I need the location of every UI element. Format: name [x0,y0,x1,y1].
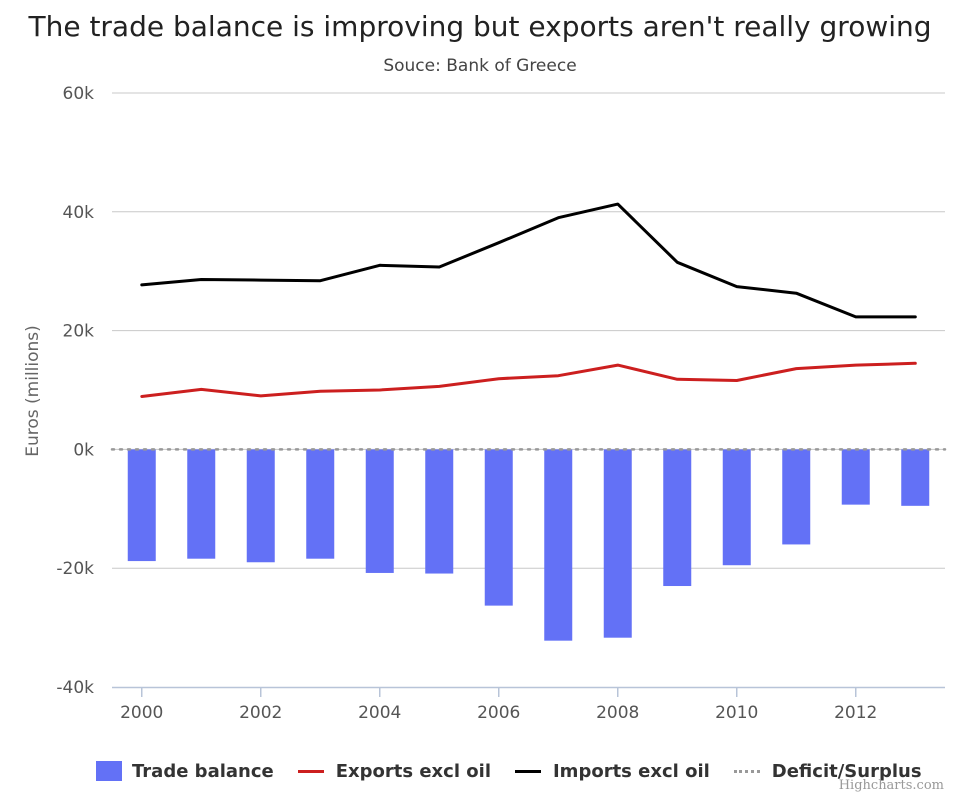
series-lines [110,202,947,451]
bar-trade-balance-2005 [425,449,454,574]
y-tick-label: 60k [63,84,95,104]
legend-item-exports[interactable]: Exports excl oil [297,760,491,782]
bar-trade-balance-2001 [187,449,216,559]
legend-label-trade-balance: Trade balance [132,760,274,782]
y-tick-label: 20k [63,322,95,342]
line-imports-excl-oil [140,202,917,319]
legend-label-deficit-surplus: Deficit/Surplus [771,760,922,782]
y-tick-label: 0k [73,440,94,460]
bar-trade-balance-2011 [782,449,811,545]
plot-area: -40k -20k 0k 20k 40k 60k 2000 2002 2004 2006 2008 2… [23,84,947,723]
bar-trade-balance-2009 [663,449,692,587]
legend-label-imports: Imports excl oil [552,760,710,782]
legend-item-trade-balance[interactable]: Trade balance [96,761,274,782]
x-tick-label: 2000 [120,703,163,723]
x-tick-label: 2006 [477,703,520,723]
bar-trade-balance-2002 [246,449,275,563]
y-axis-title: Euros (millions) [23,325,43,457]
y-tick-label: 40k [63,203,95,223]
legend-item-imports[interactable]: Imports excl oil [514,760,710,782]
legend-swatch-exports [297,769,324,773]
x-tick-label: 2010 [715,703,758,723]
legend-swatch-trade-balance [96,761,122,781]
gridlines [112,92,945,569]
chart-subtitle: Souce: Bank of Greece [383,56,577,76]
bar-trade-balance-2013 [901,449,930,506]
legend: Trade balance Exports excl oil Imports e… [96,758,946,784]
x-tick-label: 2012 [834,703,877,723]
x-tick-label: 2004 [358,703,401,723]
y-tick-label: -40k [56,678,94,698]
line-exports-excl-oil [140,361,917,398]
y-tick-label: -20k [56,559,94,579]
legend-swatch-deficit-surplus [733,769,760,773]
bar-trade-balance-2012 [841,449,870,505]
trade-balance-bars [127,449,930,641]
legend-swatch-imports [514,769,541,773]
legend-item-deficit-surplus[interactable]: Deficit/Surplus [733,760,922,782]
bar-trade-balance-2006 [484,449,513,606]
x-tick-label: 2008 [596,703,639,723]
bar-trade-balance-2004 [365,449,394,573]
axes: -40k -20k 0k 20k 40k 60k 2000 2002 2004 2006 2008 2… [56,84,945,723]
bar-trade-balance-2003 [306,449,335,559]
legend-label-exports: Exports excl oil [335,760,491,782]
bar-trade-balance-2010 [722,449,751,566]
chart-title: The trade balance is improving but expor… [28,10,932,43]
bar-trade-balance-2007 [544,449,573,641]
credits[interactable]: Highcharts.com [838,778,944,793]
bar-trade-balance-2008 [603,449,632,638]
x-tick-label: 2002 [239,703,282,723]
bar-trade-balance-2000 [127,449,156,562]
